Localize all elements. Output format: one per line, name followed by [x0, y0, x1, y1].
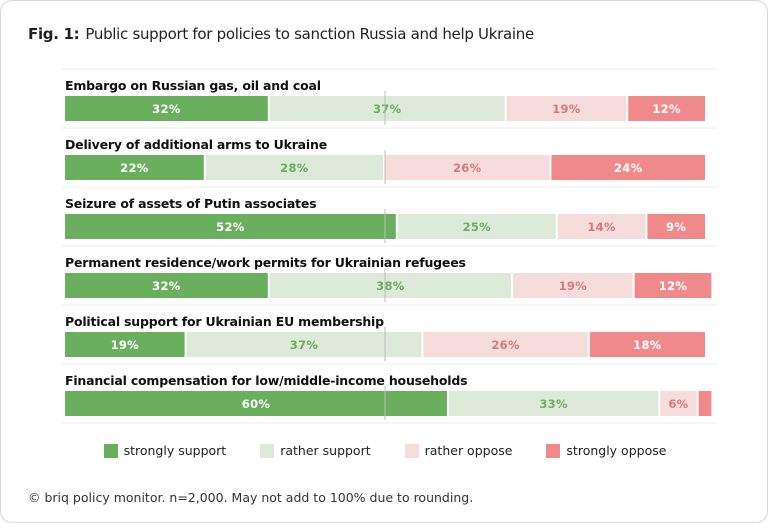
figure-number: Fig. 1:	[28, 25, 80, 43]
bar-segment-strongly-oppose	[628, 96, 705, 121]
figure-title: Fig. 1: Public support for policies to sa…	[28, 25, 534, 43]
bar-segment-rather-support	[269, 273, 511, 298]
bar-segment-rather-support	[449, 391, 659, 416]
bar-segment-rather-oppose	[423, 332, 588, 357]
category-label: Permanent residence/work permits for Ukr…	[65, 255, 466, 270]
bar-segment-rather-oppose	[513, 273, 633, 298]
data-label: 18%	[633, 338, 662, 352]
legend-label: strongly oppose	[566, 443, 667, 458]
legend-label: strongly support	[123, 443, 227, 458]
bar-segment-strongly-support	[65, 96, 268, 121]
data-label: 33%	[539, 397, 568, 411]
data-label: 32%	[152, 102, 181, 116]
legend-label: rather oppose	[424, 443, 513, 458]
footer-note: © briq policy monitor. n=2,000. May not …	[28, 490, 474, 505]
stacked-bar-chart: Embargo on Russian gas, oil and coal 32% 3…	[61, 68, 717, 424]
bar-segment-rather-oppose	[506, 96, 627, 121]
bar-segment-strongly-oppose	[551, 155, 705, 180]
bar-segment-strongly-oppose	[647, 214, 705, 239]
legend-item: strongly oppose	[546, 443, 666, 458]
data-label: 6%	[668, 397, 688, 411]
data-label: 28%	[280, 161, 309, 175]
data-label: 32%	[152, 279, 181, 293]
category-label: Embargo on Russian gas, oil and coal	[65, 78, 321, 93]
legend-swatch	[546, 443, 561, 458]
data-label: 14%	[587, 220, 616, 234]
category-label: Political support for Ukrainian EU membe…	[65, 314, 384, 329]
data-label: 25%	[463, 220, 492, 234]
bar-segment-strongly-support	[65, 391, 447, 416]
bar-segment-strongly-oppose	[634, 273, 712, 298]
data-label: 19%	[111, 338, 140, 352]
bar-segment-rather-oppose	[385, 155, 550, 180]
data-label: 60%	[242, 397, 271, 411]
data-label: 52%	[216, 220, 245, 234]
data-label: 24%	[614, 161, 643, 175]
bar-segment-rather-oppose	[660, 391, 697, 416]
legend-label: rather support	[280, 443, 371, 458]
bar-segment-strongly-support	[65, 332, 185, 357]
data-label: 19%	[559, 279, 588, 293]
legend: strongly support rather support rather opp…	[1, 443, 767, 458]
data-label: 9%	[666, 220, 686, 234]
bar-segment-strongly-support	[65, 214, 396, 239]
bar-segment-rather-support	[397, 214, 556, 239]
bar-segment-rather-support	[205, 155, 383, 180]
data-label: 22%	[120, 161, 149, 175]
category-label: Seizure of assets of Putin associates	[65, 196, 316, 211]
figure-title-text: Public support for policies to sanction …	[85, 25, 534, 43]
bar-segment-rather-support	[269, 96, 505, 121]
legend-item: strongly support	[103, 443, 227, 458]
bar-segment-strongly-oppose	[698, 391, 712, 416]
data-label: 37%	[373, 102, 402, 116]
category-label: Financial compensation for low/middle-in…	[65, 373, 467, 388]
bar-segment-strongly-support	[65, 155, 204, 180]
data-label: 37%	[290, 338, 319, 352]
data-label: 26%	[453, 161, 482, 175]
bar-segment-rather-oppose	[557, 214, 646, 239]
bar-segment-strongly-oppose	[589, 332, 705, 357]
data-label: 26%	[491, 338, 520, 352]
bar-segment-rather-support	[186, 332, 422, 357]
legend-item: rather support	[260, 443, 371, 458]
legend-swatch	[260, 443, 275, 458]
bar-segment-strongly-support	[65, 273, 268, 298]
data-label: 12%	[652, 102, 681, 116]
data-label: 38%	[376, 279, 405, 293]
legend-swatch	[404, 443, 419, 458]
data-label: 19%	[552, 102, 581, 116]
category-label: Delivery of additional arms to Ukraine	[65, 137, 327, 152]
legend-item: rather oppose	[404, 443, 513, 458]
legend-swatch	[103, 443, 118, 458]
data-label: 12%	[659, 279, 688, 293]
